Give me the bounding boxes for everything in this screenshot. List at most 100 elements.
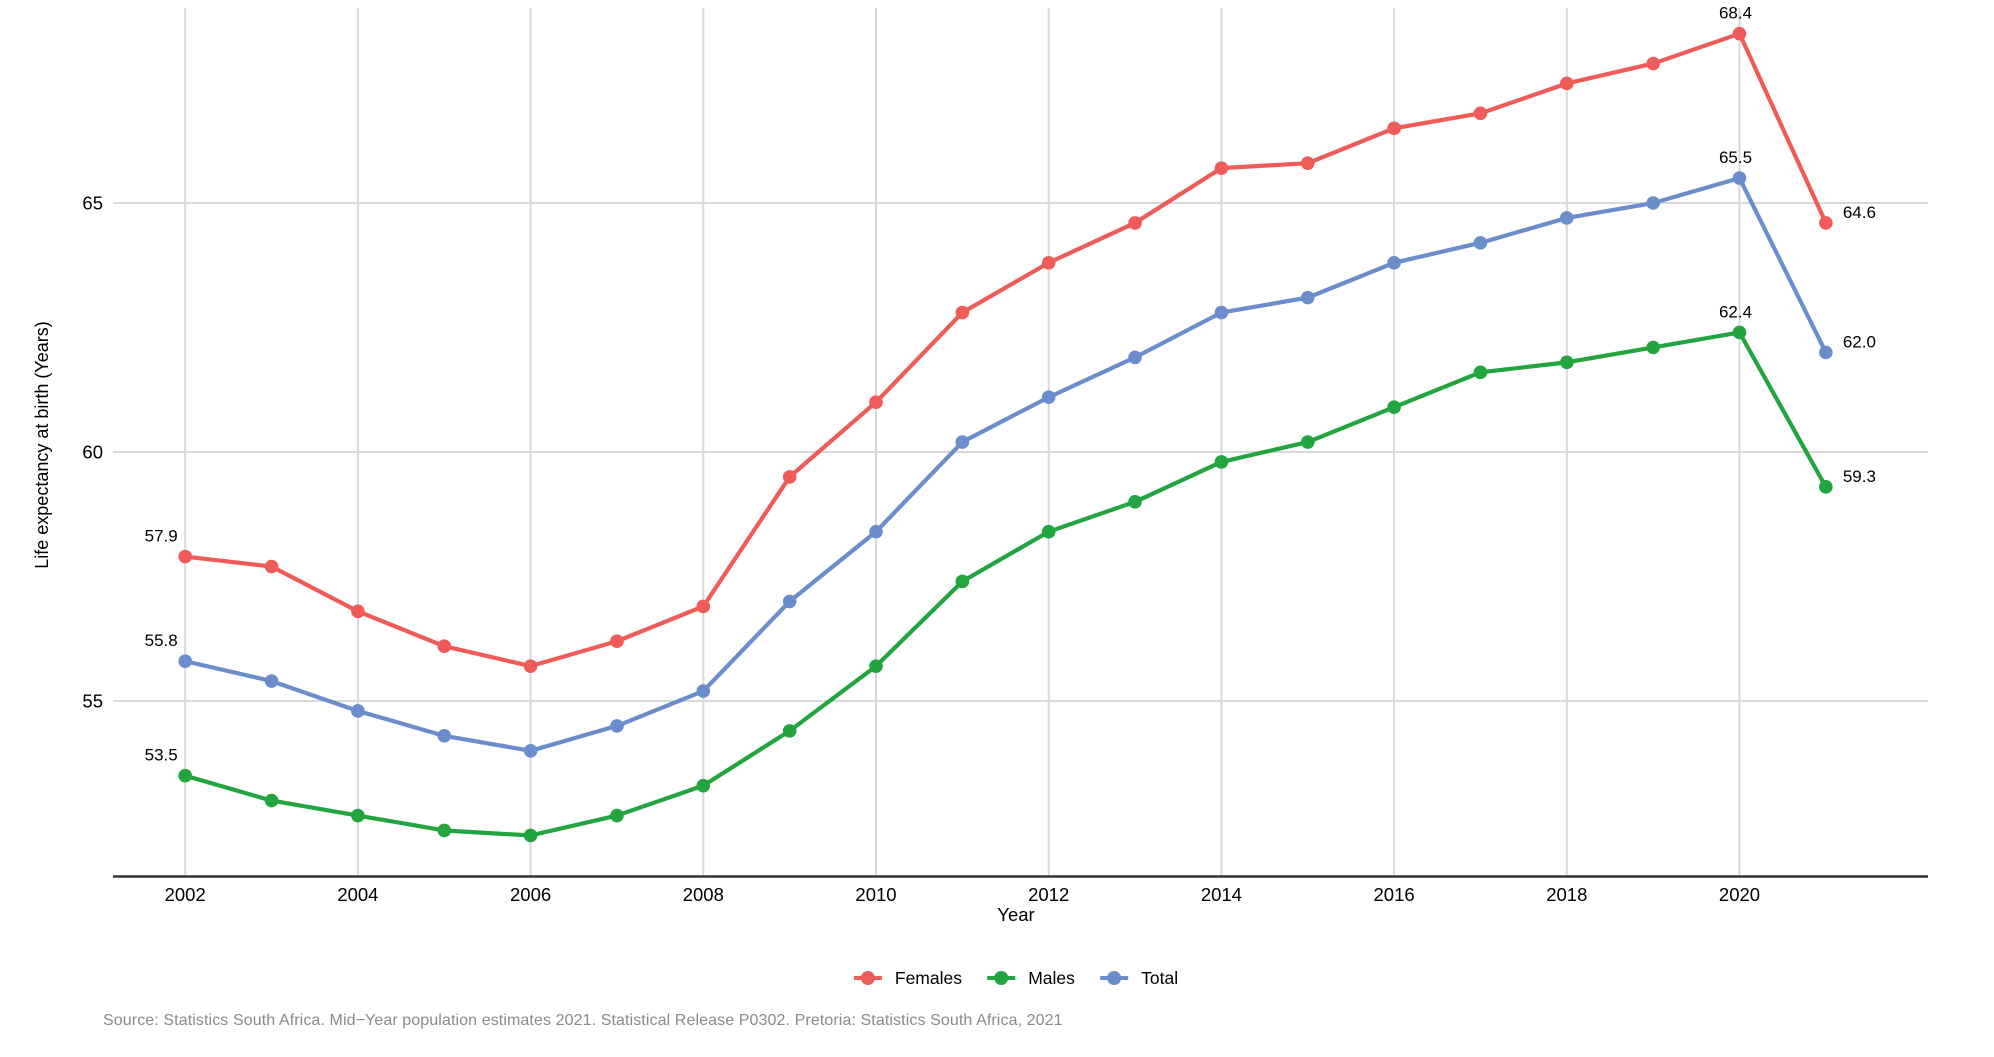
- females-point-2011: [955, 305, 970, 320]
- legend-key-dot: [860, 971, 875, 985]
- females-point-2012: [1041, 255, 1056, 270]
- females-point-2007: [610, 634, 624, 649]
- x-tick-label-2020: 2020: [1719, 884, 1760, 905]
- females-line: [184, 31, 1828, 669]
- legend-key-dot: [1107, 971, 1122, 985]
- x-tick-label-2014: 2014: [1201, 884, 1242, 905]
- x-tick-label-2012: 2012: [1028, 884, 1069, 905]
- males-point-2010: [869, 659, 883, 673]
- males-value-label-2002: 53.5: [145, 746, 178, 765]
- males-value-label-2020: 62.4: [1719, 302, 1752, 321]
- males-point-2008: [696, 778, 711, 793]
- total-point-2004: [351, 704, 365, 718]
- females-point-2002: [178, 549, 192, 564]
- females-point-2003: [264, 559, 279, 574]
- total-value-label-2002: 55.8: [145, 631, 178, 650]
- females-point-2015: [1300, 156, 1315, 170]
- males-point-2002: [178, 768, 192, 783]
- series-males: [178, 325, 1833, 843]
- males-point-2017: [1473, 365, 1488, 380]
- males-point-2011: [955, 574, 970, 589]
- total-point-2020: [1732, 171, 1747, 185]
- females-point-2017: [1473, 106, 1488, 121]
- females-point-2005: [437, 639, 452, 654]
- total-point-2016: [1387, 255, 1401, 270]
- females-point-2013: [1128, 216, 1142, 230]
- source-note: Source: Statistics South Africa. Mid−Yea…: [103, 1012, 1063, 1029]
- total-point-2010: [869, 524, 883, 539]
- males-point-2003: [264, 793, 279, 808]
- females-value-label-2002: 57.9: [145, 527, 178, 546]
- x-tick-label-2002: 2002: [165, 884, 206, 905]
- males-value-label-2021: 59.3: [1843, 467, 1876, 486]
- y-tick-label-55: 55: [82, 691, 103, 712]
- gridlines: [113, 8, 1928, 877]
- males-point-2009: [782, 724, 797, 738]
- females-point-2018: [1560, 76, 1574, 91]
- females-point-2020: [1732, 26, 1747, 41]
- total-point-2015: [1300, 290, 1315, 305]
- males-point-2004: [351, 808, 365, 823]
- y-tick-label-60: 60: [82, 442, 103, 463]
- total-point-2007: [610, 719, 624, 733]
- total-point-2013: [1128, 350, 1142, 365]
- males-point-2013: [1128, 495, 1142, 509]
- series-females: [178, 26, 1833, 673]
- total-point-2019: [1646, 196, 1660, 210]
- males-point-2021: [1819, 480, 1833, 494]
- total-point-2003: [264, 674, 279, 688]
- total-value-label-2020: 65.5: [1719, 148, 1752, 167]
- males-point-2016: [1387, 400, 1401, 414]
- total-point-2008: [696, 684, 711, 698]
- total-point-2006: [523, 744, 538, 758]
- males-point-2018: [1560, 355, 1574, 370]
- males-point-2006: [523, 828, 538, 843]
- total-point-2014: [1214, 305, 1229, 320]
- total-point-2005: [437, 729, 452, 743]
- total-point-2011: [955, 435, 970, 449]
- males-point-2015: [1300, 435, 1315, 449]
- males-point-2019: [1646, 340, 1660, 355]
- chart-legend: Females Males Total: [853, 968, 1178, 988]
- legend-key-dot: [994, 971, 1009, 985]
- females-value-label-2020: 68.4: [1719, 4, 1752, 23]
- x-tick-label-2018: 2018: [1546, 884, 1587, 905]
- females-point-2019: [1646, 56, 1660, 71]
- x-tick-label-2006: 2006: [510, 884, 551, 905]
- series-total: [178, 171, 1833, 758]
- males-point-2005: [437, 823, 452, 838]
- females-point-2009: [782, 470, 797, 484]
- data-point-labels: 57.9 68.4 64.6 53.5 62.4 59.3 55.8 65.5 62.0: [145, 4, 1876, 765]
- females-point-2014: [1214, 161, 1229, 175]
- legend-item-females: Females: [853, 968, 962, 988]
- y-axis-title: Life expectancy at birth (Years): [32, 321, 52, 568]
- total-point-2009: [782, 594, 797, 609]
- legend-label: Males: [1028, 968, 1075, 988]
- females-point-2008: [696, 599, 711, 614]
- total-value-label-2021: 62.0: [1843, 332, 1876, 351]
- total-point-2021: [1819, 345, 1833, 360]
- legend-item-males: Males: [987, 968, 1075, 988]
- total-point-2012: [1041, 390, 1056, 405]
- females-point-2010: [869, 395, 883, 410]
- x-tick-label-2004: 2004: [337, 884, 378, 905]
- legend-item-total: Total: [1100, 968, 1178, 988]
- males-point-2020: [1732, 325, 1747, 340]
- males-point-2012: [1041, 524, 1056, 539]
- females-value-label-2021: 64.6: [1843, 203, 1876, 222]
- females-point-2021: [1819, 216, 1833, 230]
- total-point-2018: [1560, 211, 1574, 225]
- females-point-2004: [351, 604, 365, 619]
- males-line: [184, 330, 1828, 838]
- females-point-2016: [1387, 121, 1401, 136]
- legend-label: Females: [895, 968, 962, 988]
- x-tick-label-2016: 2016: [1374, 884, 1415, 905]
- x-axis-title: Year: [997, 904, 1034, 925]
- series-lines: [178, 26, 1833, 843]
- males-point-2007: [610, 808, 624, 823]
- x-tick-label-2008: 2008: [683, 884, 724, 905]
- total-point-2002: [178, 654, 192, 668]
- males-point-2014: [1214, 455, 1229, 469]
